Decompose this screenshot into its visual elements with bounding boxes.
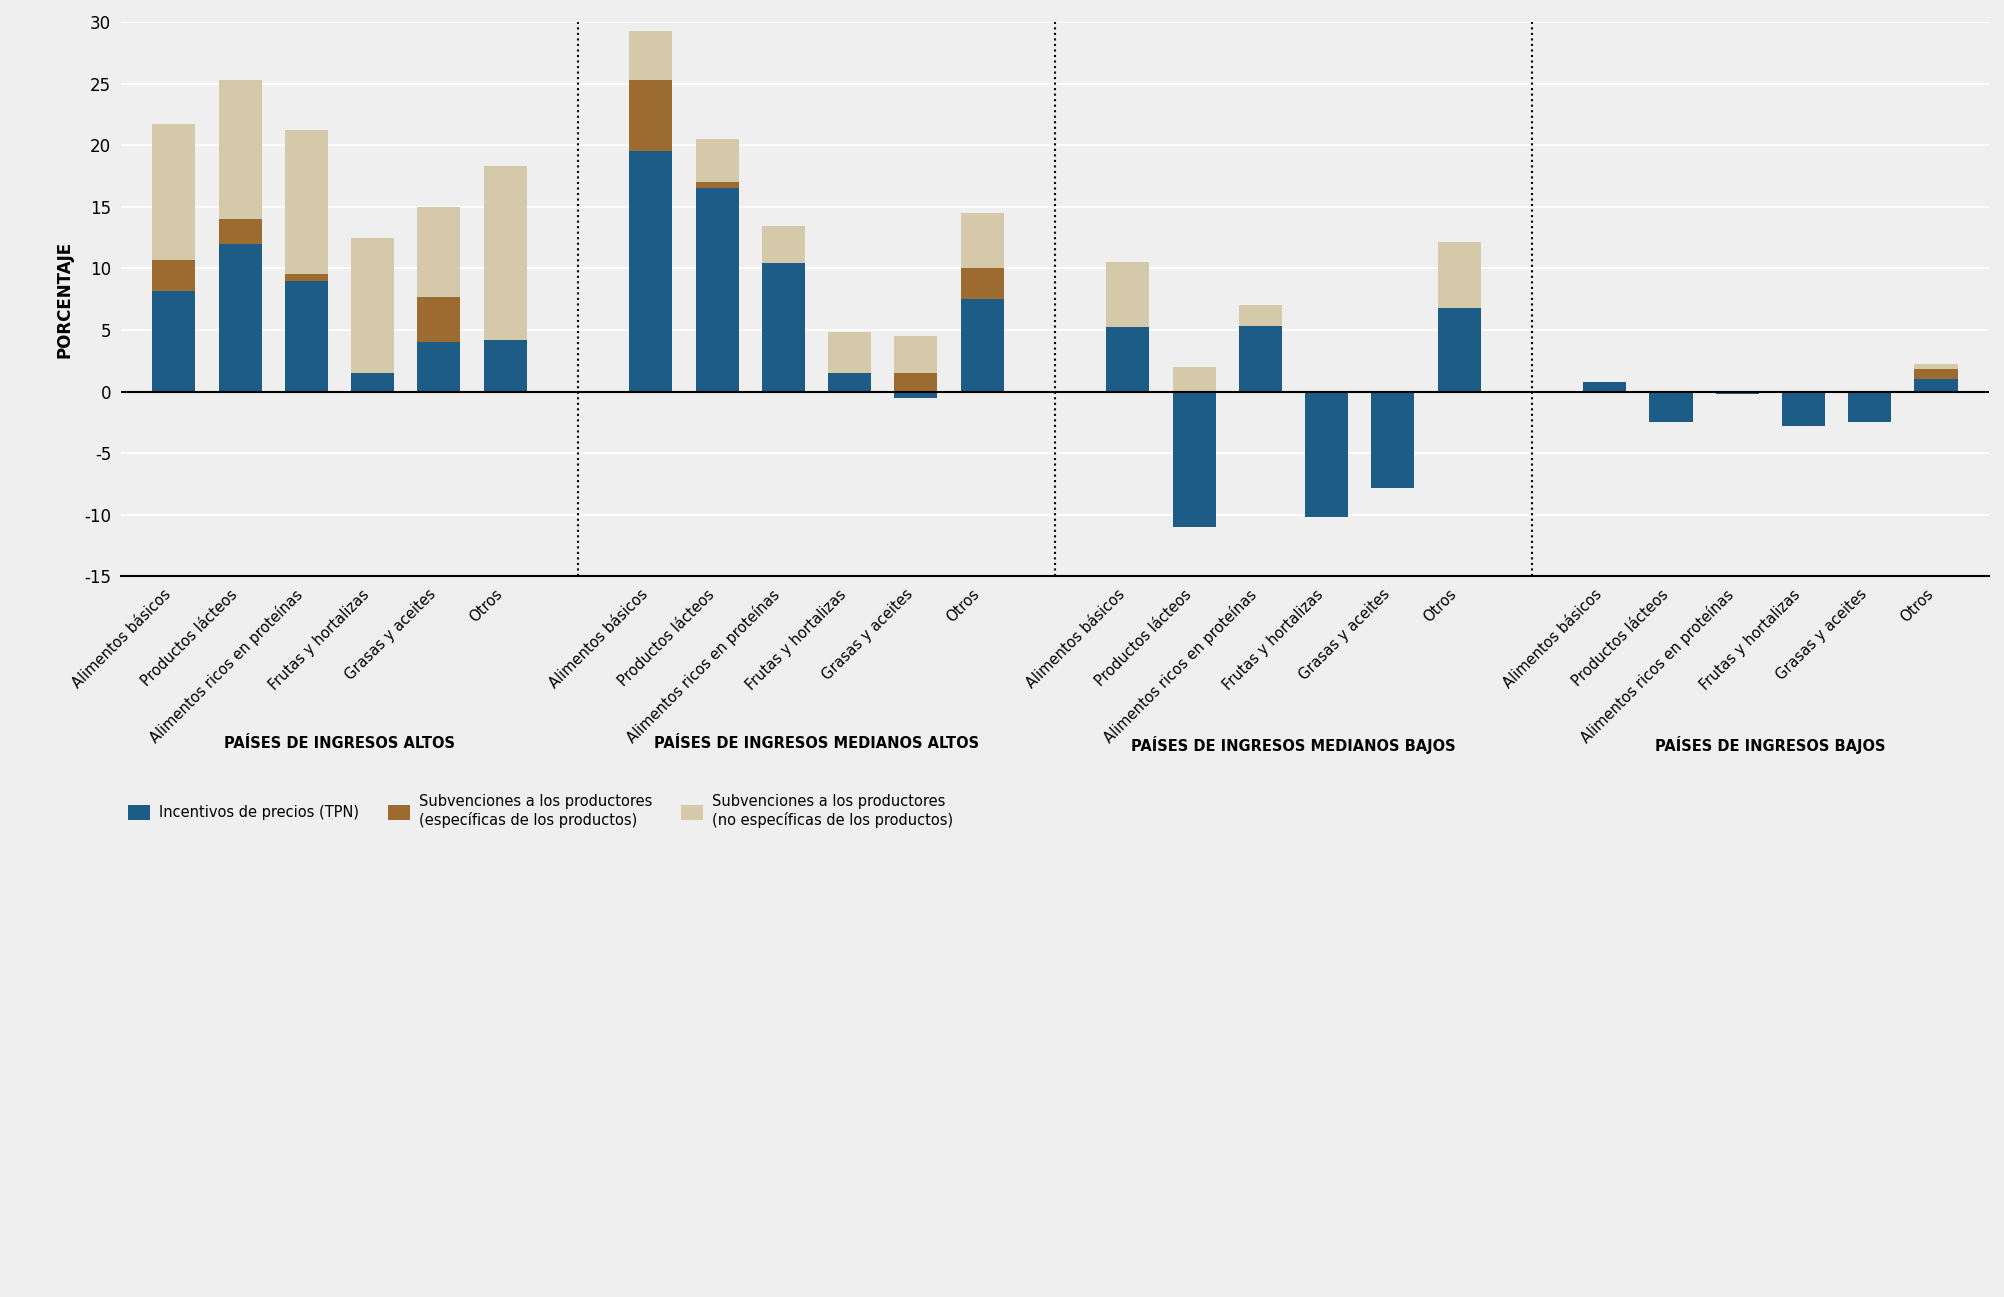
- Bar: [1583, 381, 1627, 392]
- Bar: [1106, 262, 1150, 327]
- Bar: [828, 332, 872, 374]
- Text: PAÍSES DE INGRESOS ALTOS: PAÍSES DE INGRESOS ALTOS: [224, 735, 455, 751]
- Bar: [1106, 327, 1150, 392]
- Bar: [417, 297, 461, 342]
- Bar: [762, 263, 806, 392]
- Bar: [1305, 392, 1349, 518]
- Bar: [1172, 392, 1216, 527]
- Bar: [1848, 392, 1892, 423]
- Bar: [629, 31, 673, 80]
- Bar: [152, 259, 196, 291]
- Bar: [483, 166, 527, 340]
- Bar: [1371, 392, 1415, 488]
- Text: PAÍSES DE INGRESOS BAJOS: PAÍSES DE INGRESOS BAJOS: [1655, 735, 1886, 754]
- Bar: [417, 206, 461, 297]
- Bar: [1914, 364, 1958, 370]
- Bar: [1649, 392, 1693, 423]
- Bar: [152, 125, 196, 259]
- Bar: [1172, 367, 1216, 392]
- Bar: [894, 374, 938, 392]
- Bar: [218, 244, 263, 392]
- Bar: [629, 80, 673, 152]
- Bar: [629, 152, 673, 392]
- Bar: [1914, 379, 1958, 392]
- Bar: [285, 131, 329, 275]
- Bar: [960, 213, 1004, 268]
- Y-axis label: PORCENTAJE: PORCENTAJE: [54, 240, 72, 358]
- Bar: [1715, 392, 1760, 394]
- Bar: [218, 219, 263, 244]
- Bar: [828, 374, 872, 392]
- Bar: [351, 237, 395, 374]
- Bar: [894, 336, 938, 374]
- Bar: [417, 342, 461, 392]
- Legend: Incentivos de precios (TPN), Subvenciones a los productores
(específicas de los : Incentivos de precios (TPN), Subvencione…: [128, 794, 954, 827]
- Bar: [351, 374, 395, 392]
- Text: PAÍSES DE INGRESOS MEDIANOS ALTOS: PAÍSES DE INGRESOS MEDIANOS ALTOS: [653, 735, 980, 751]
- Bar: [894, 392, 938, 398]
- Bar: [1238, 305, 1283, 327]
- Bar: [762, 227, 806, 263]
- Text: PAÍSES DE INGRESOS MEDIANOS BAJOS: PAÍSES DE INGRESOS MEDIANOS BAJOS: [1130, 735, 1455, 754]
- Bar: [695, 182, 739, 188]
- Bar: [285, 275, 329, 280]
- Bar: [1238, 327, 1283, 392]
- Bar: [218, 80, 263, 219]
- Bar: [1437, 243, 1481, 307]
- Bar: [960, 268, 1004, 300]
- Bar: [1437, 307, 1481, 392]
- Bar: [483, 340, 527, 392]
- Bar: [695, 188, 739, 392]
- Bar: [695, 139, 739, 182]
- Bar: [1914, 370, 1958, 379]
- Bar: [285, 280, 329, 392]
- Bar: [152, 291, 196, 392]
- Bar: [1782, 392, 1826, 425]
- Bar: [960, 300, 1004, 392]
